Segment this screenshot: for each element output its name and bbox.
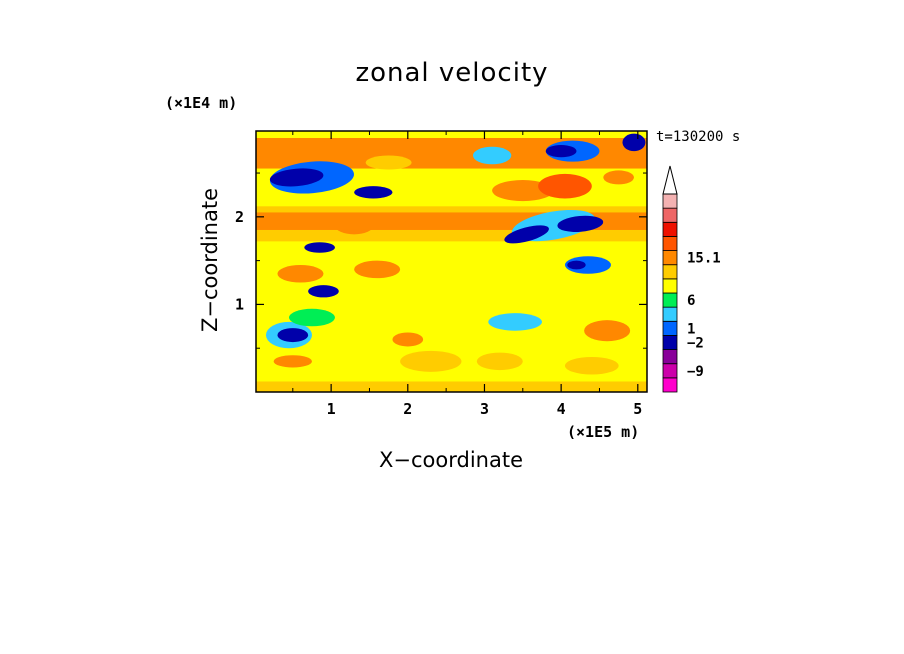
colorbar-segment-4 xyxy=(662,320,678,336)
colorbar-label-3: −2 xyxy=(687,336,704,352)
field-blob-8 xyxy=(472,146,512,165)
field-blob-9 xyxy=(492,180,554,202)
field-band-0 xyxy=(256,381,647,392)
colorbar-segment-3 xyxy=(662,335,678,350)
x-tick-label-2: 2 xyxy=(403,400,412,418)
field-blob-26 xyxy=(476,352,523,371)
field-blob-25 xyxy=(400,350,462,372)
plot-frame xyxy=(255,130,648,393)
field-blob-16 xyxy=(567,260,586,270)
field-blob-23 xyxy=(277,328,309,343)
colorbar-segment-7 xyxy=(662,278,678,294)
colorbar-segment-10 xyxy=(662,236,678,251)
y-tick-label-1: 1 xyxy=(235,295,244,313)
field-blob-10 xyxy=(538,173,592,199)
axes: 1 2 3 4 5 1 2 xyxy=(235,131,647,418)
field-blob-28 xyxy=(488,313,542,331)
field-blob-27 xyxy=(564,356,619,375)
colorbar-label-0: 15.1 xyxy=(687,251,721,267)
field-blob-11 xyxy=(603,170,634,185)
field-blob-18 xyxy=(277,265,324,283)
colorbar-label-2: 1 xyxy=(687,321,695,337)
x-axis-label: X−coordinate xyxy=(379,448,523,472)
x-tick-label-4: 4 xyxy=(557,400,566,418)
field-blob-19 xyxy=(334,216,374,235)
x-axis-multiplier: (×1E5 m) xyxy=(567,423,640,441)
colorbar-segment-1 xyxy=(662,363,678,379)
x-tick-label-5: 5 xyxy=(633,400,642,418)
colorbar-label-1: 6 xyxy=(687,293,695,309)
field-blob-24 xyxy=(273,355,312,368)
field-blob-20 xyxy=(354,260,401,279)
x-tick-label-3: 3 xyxy=(480,400,489,418)
time-label: t=130200 s xyxy=(656,129,741,145)
contour-field xyxy=(256,131,647,392)
field-blob-30 xyxy=(392,332,424,347)
colorbar-segment-11 xyxy=(662,221,678,237)
field-blob-21 xyxy=(308,285,339,298)
colorbar-segment-9 xyxy=(662,250,678,266)
field-blob-1 xyxy=(269,168,324,187)
y-tick-label-2: 2 xyxy=(235,208,244,226)
field-blob-4 xyxy=(269,138,332,156)
colorbar-segment-8 xyxy=(662,264,678,280)
field-blob-6 xyxy=(545,145,577,158)
chart-title: zonal velocity xyxy=(355,58,549,88)
field-blob-3 xyxy=(365,155,412,170)
colorbar: 15.1 6 1−2 −9 xyxy=(662,165,721,393)
colorbar-segment-12 xyxy=(662,207,678,223)
x-tick-label-1: 1 xyxy=(327,400,336,418)
field-blob-17 xyxy=(304,242,335,253)
y-axis-multiplier: (×1E4 m) xyxy=(165,94,238,112)
field-blob-13 xyxy=(504,225,549,244)
field-blob-7 xyxy=(622,133,646,152)
field-blob-29 xyxy=(584,320,631,342)
colorbar-segment-0 xyxy=(662,377,678,393)
field-blob-15 xyxy=(564,256,611,274)
colorbar-segment-2 xyxy=(662,349,678,365)
colorbar-extend-arrow xyxy=(662,165,678,195)
colorbar-segment-5 xyxy=(662,306,678,322)
field-blob-31 xyxy=(288,308,335,327)
colorbar-label-4: −9 xyxy=(687,364,704,380)
field-blob-2 xyxy=(354,186,393,199)
colorbar-segment-6 xyxy=(662,292,678,308)
field-blob-14 xyxy=(557,215,604,232)
colorbar-segment-13 xyxy=(662,193,678,209)
